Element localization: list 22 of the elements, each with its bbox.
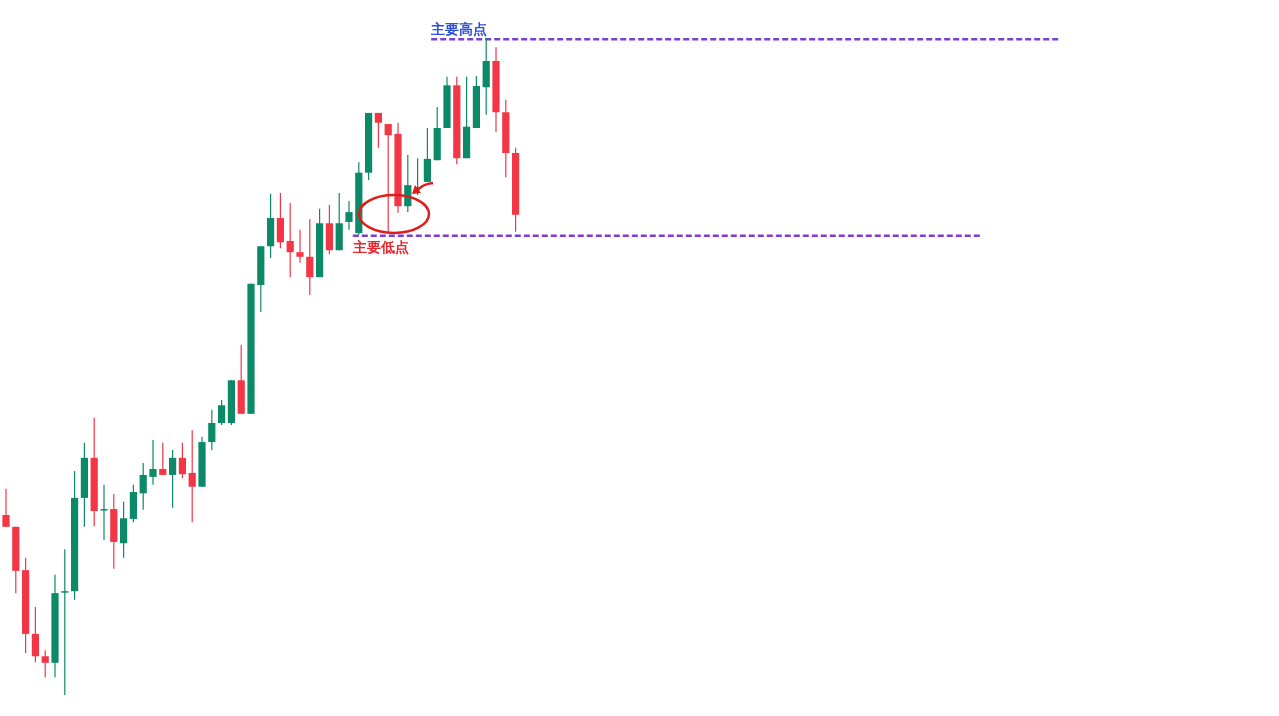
- ref-line-label: 主要低点: [351, 238, 409, 255]
- candlestick: [159, 442, 167, 476]
- candlestick: [169, 449, 177, 509]
- candlestick: [31, 606, 39, 663]
- ref-line-label: 主要高点: [430, 21, 488, 38]
- candlestick: [149, 439, 157, 486]
- candlestick: [296, 229, 304, 264]
- candlestick: [374, 112, 382, 149]
- candlestick: [208, 409, 216, 451]
- candlestick: [41, 649, 49, 678]
- candlestick: [139, 462, 147, 511]
- candlestick: [2, 488, 10, 528]
- candlestick: [384, 123, 392, 233]
- candlestick: [218, 399, 226, 426]
- candlestick: [423, 127, 431, 183]
- candlestick: [286, 202, 294, 278]
- candlestick: [306, 218, 314, 296]
- candlestick: [188, 429, 196, 523]
- candlestick: [178, 442, 186, 479]
- candlestick: [345, 200, 353, 231]
- candlestick: [61, 548, 69, 696]
- candlestick: [100, 484, 108, 541]
